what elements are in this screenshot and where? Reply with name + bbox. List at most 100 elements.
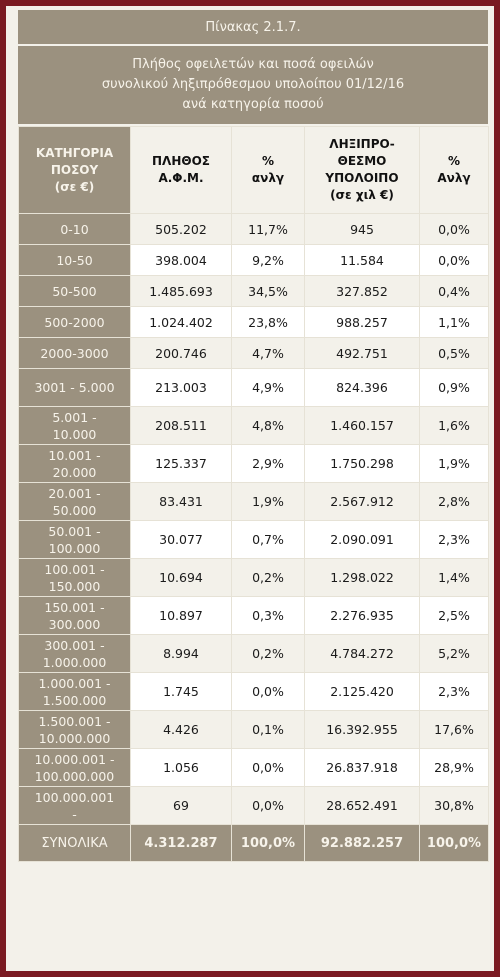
cell-amount: 2.125.420: [304, 672, 420, 711]
cell-category: 3001 - 5.000: [18, 368, 131, 407]
total-amount: 92.882.257: [304, 824, 420, 862]
table-row: 10.000.001 - 100.000.000 1.056 0,0% 26.837.…: [18, 748, 489, 787]
cell-category: 5.001 - 10.000: [18, 406, 131, 445]
cell-count: 200.746: [130, 337, 232, 369]
cell-category: 150.001 - 300.000: [18, 596, 131, 635]
total-amount-pct: 100,0%: [419, 824, 489, 862]
cell-amount: 1.750.298: [304, 444, 420, 483]
header-amount: ΛΗΞΙΠΡΟ- ΘΕΣΜΟ ΥΠΟΛΟΙΠΟ (σε χιλ €): [304, 126, 420, 214]
cell-count-pct: 4,7%: [231, 337, 305, 369]
cell-category: 20.001 - 50.000: [18, 482, 131, 521]
cell-count: 1.485.693: [130, 275, 232, 307]
cell-count-pct: 0,2%: [231, 558, 305, 597]
cell-count: 505.202: [130, 213, 232, 245]
cell-amount: 988.257: [304, 306, 420, 338]
cell-count: 10.897: [130, 596, 232, 635]
table-row: 20.001 - 50.000 83.431 1,9% 2.567.912 2,8%: [18, 482, 489, 521]
cell-count: 10.694: [130, 558, 232, 597]
cell-count: 30.077: [130, 520, 232, 559]
cell-amount-pct: 28,9%: [419, 748, 489, 787]
cell-amount-pct: 2,3%: [419, 520, 489, 559]
cell-amount-pct: 17,6%: [419, 710, 489, 749]
cell-count-pct: 34,5%: [231, 275, 305, 307]
cell-amount: 2.276.935: [304, 596, 420, 635]
cell-amount-pct: 2,8%: [419, 482, 489, 521]
table-row: 50.001 - 100.000 30.077 0,7% 2.090.091 2,3%: [18, 520, 489, 559]
cell-category: 300.001 - 1.000.000: [18, 634, 131, 673]
table-row: 3001 - 5.000 213.003 4,9% 824.396 0,9%: [18, 368, 489, 407]
table-frame: Πίνακας 2.1.7. Πλήθος οφειλετών και ποσά…: [6, 6, 494, 971]
table-row: 50-500 1.485.693 34,5% 327.852 0,4%: [18, 275, 489, 307]
cell-count-pct: 2,9%: [231, 444, 305, 483]
cell-amount: 16.392.955: [304, 710, 420, 749]
cell-category: 10-50: [18, 244, 131, 276]
cell-count-pct: 0,0%: [231, 672, 305, 711]
header-count: ΠΛΗΘΟΣ Α.Φ.Μ.: [130, 126, 232, 214]
cell-category: 100.000.001 -: [18, 786, 131, 825]
table-row: 100.000.001 -69 0,0% 28.652.491 30,8%: [18, 786, 489, 825]
cell-count-pct: 0,3%: [231, 596, 305, 635]
cell-category: 2000-3000: [18, 337, 131, 369]
cell-category: 50.001 - 100.000: [18, 520, 131, 559]
cell-count-pct: 4,8%: [231, 406, 305, 445]
total-row: ΣΥΝΟΛΙΚΑ 4.312.287 100,0% 92.882.257 100,0%: [18, 824, 489, 862]
cell-amount: 2.090.091: [304, 520, 420, 559]
cell-count: 8.994: [130, 634, 232, 673]
cell-count-pct: 23,8%: [231, 306, 305, 338]
total-count: 4.312.287: [130, 824, 232, 862]
table-row: 10.001 - 20.000 125.337 2,9% 1.750.298 1,9%: [18, 444, 489, 483]
table-row: 150.001 - 300.000 10.897 0,3% 2.276.935 2,5%: [18, 596, 489, 635]
header-amount-pct: % Ανλγ: [419, 126, 489, 214]
cell-amount: 26.837.918: [304, 748, 420, 787]
table-row: 2000-3000 200.746 4,7% 492.751 0,5%: [18, 337, 489, 369]
table-row: 300.001 - 1.000.000 8.994 0,2% 4.784.272 5,2…: [18, 634, 489, 673]
cell-amount-pct: 1,9%: [419, 444, 489, 483]
table-row: 10-50 398.004 9,2% 11.584 0,0%: [18, 244, 489, 276]
table-title: Πίνακας 2.1.7.: [18, 10, 488, 46]
cell-count-pct: 0,1%: [231, 710, 305, 749]
cell-amount-pct: 5,2%: [419, 634, 489, 673]
cell-amount-pct: 1,4%: [419, 558, 489, 597]
total-count-pct: 100,0%: [231, 824, 305, 862]
cell-amount: 1.460.157: [304, 406, 420, 445]
table-row: 1.500.001 - 10.000.000 4.426 0,1% 16.392.95…: [18, 710, 489, 749]
cell-amount-pct: 0,4%: [419, 275, 489, 307]
cell-count: 69: [130, 786, 232, 825]
cell-count: 213.003: [130, 368, 232, 407]
cell-category: 100.001 - 150.000: [18, 558, 131, 597]
cell-amount-pct: 2,3%: [419, 672, 489, 711]
cell-amount: 327.852: [304, 275, 420, 307]
cell-amount: 824.396: [304, 368, 420, 407]
total-category: ΣΥΝΟΛΙΚΑ: [18, 824, 131, 862]
cell-amount-pct: 2,5%: [419, 596, 489, 635]
cell-category: 500-2000: [18, 306, 131, 338]
cell-amount-pct: 0,0%: [419, 213, 489, 245]
cell-count-pct: 0,0%: [231, 786, 305, 825]
cell-count: 208.511: [130, 406, 232, 445]
cell-amount: 28.652.491: [304, 786, 420, 825]
cell-amount: 1.298.022: [304, 558, 420, 597]
cell-amount: 492.751: [304, 337, 420, 369]
table-row: 0-10 505.202 11,7% 945 0,0%: [18, 213, 489, 245]
cell-amount-pct: 0,5%: [419, 337, 489, 369]
table-row: 5.001 - 10.000 208.511 4,8% 1.460.157 1,6%: [18, 406, 489, 445]
debt-table: ΚΑΤΗΓΟΡΙΑ ΠΟΣΟΥ (σε €) ΠΛΗΘΟΣ Α.Φ.Μ. % α…: [18, 126, 489, 862]
cell-count: 1.745: [130, 672, 232, 711]
table-row: 100.001 - 150.000 10.694 0,2% 1.298.022 1,4%: [18, 558, 489, 597]
cell-amount-pct: 1,1%: [419, 306, 489, 338]
cell-count-pct: 0,0%: [231, 748, 305, 787]
cell-amount: 945: [304, 213, 420, 245]
cell-count-pct: 0,7%: [231, 520, 305, 559]
header-category: ΚΑΤΗΓΟΡΙΑ ΠΟΣΟΥ (σε €): [18, 126, 131, 214]
cell-count-pct: 4,9%: [231, 368, 305, 407]
cell-count: 1.056: [130, 748, 232, 787]
cell-amount-pct: 1,6%: [419, 406, 489, 445]
cell-category: 1.500.001 - 10.000.000: [18, 710, 131, 749]
cell-count-pct: 11,7%: [231, 213, 305, 245]
cell-amount-pct: 30,8%: [419, 786, 489, 825]
cell-count: 4.426: [130, 710, 232, 749]
table-title-text: Πίνακας 2.1.7.: [205, 19, 301, 35]
table-subtitle: Πλήθος οφειλετών και ποσά οφειλών συνολι…: [18, 46, 488, 126]
cell-count-pct: 1,9%: [231, 482, 305, 521]
cell-count: 398.004: [130, 244, 232, 276]
